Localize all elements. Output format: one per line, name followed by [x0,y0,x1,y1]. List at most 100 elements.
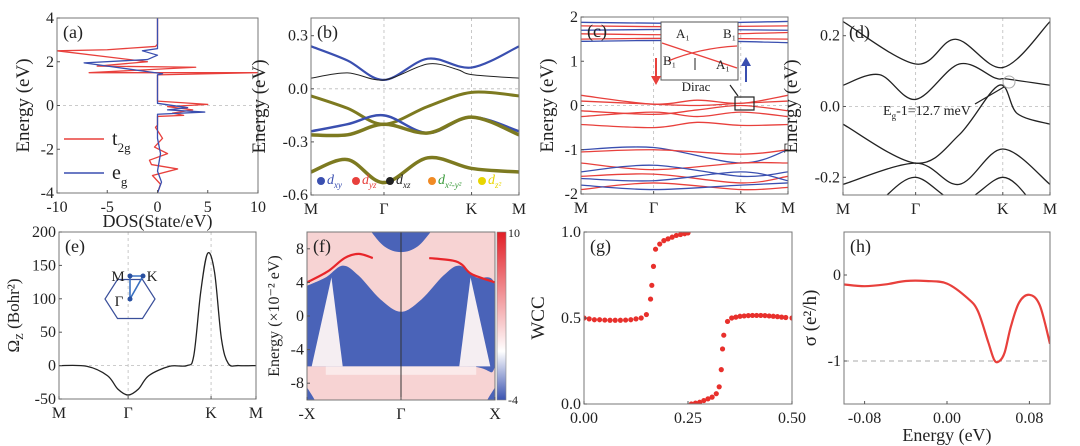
y-axis-label: WCC [528,296,549,339]
panel-label: (g) [590,236,611,257]
plot-frame [310,17,520,196]
y-tick-label: -2 [565,186,578,203]
x-tick-label: -10 [46,199,67,216]
y-tick-label: -50 [35,391,56,408]
data-point [688,401,694,404]
gap-annotation: Eg-1=12.7 meV [883,104,971,121]
legend-dot-red [352,177,360,185]
panel-d: M Γ K M 0.2 0.0 -0.2 (d) Energy (eV) Eg-1=12.7 me… [781,17,1057,218]
data-point [673,232,679,239]
legend-sub: 2g [118,140,132,155]
data-point [697,399,703,404]
brillouin-zone-hexagon [104,278,156,320]
data-point [705,396,711,402]
legend-sub: yz [368,180,377,190]
y-tick-label: -1 [828,353,841,370]
data-point [774,314,781,320]
x-tick-label: Γ [379,201,388,218]
x-tick-label: 0.00 [570,410,598,427]
data-point [649,282,655,288]
legend-name: d [327,173,335,188]
data-point [669,234,675,240]
legend-entry: dxz [396,173,411,190]
data-point [661,238,667,244]
x-tick-label: Γ [123,405,132,422]
x-tick-label: Γ [396,406,405,423]
data-point [685,232,691,236]
inset-band-2 [667,45,738,62]
data-point [718,367,724,373]
x-tick-label: Γ [911,201,920,218]
data-point [745,312,751,319]
edge-state-right [429,256,495,284]
legend-sub: xy [333,180,342,190]
y-tick-label: 0.2 [820,28,840,45]
data-point [741,313,747,319]
y-tick-label: 0.5 [561,310,581,327]
y-tick-label: -0.2 [815,169,840,186]
x-tick-label: 0.08 [1015,410,1043,427]
data-point [633,316,639,322]
panel-label: (a) [63,22,83,43]
data-point [591,317,598,323]
plot-area [307,232,495,400]
series-line [581,121,788,129]
y-tick-label: 0.0 [288,81,308,98]
plot-frame [843,231,1051,405]
white-wedge-right [459,277,491,367]
colorbar-min: -4 [508,393,518,407]
series-line [581,171,788,182]
panel-label: (e) [65,236,85,257]
data-point [665,236,671,242]
x-tick-label: M [574,200,588,217]
y-axis-label: ΩZ (Bohr²) [4,278,26,352]
series-line [581,161,788,171]
k-path [129,275,145,303]
y-tick-label: 200 [32,224,56,241]
legend-name: d [488,173,496,188]
series-line [581,146,788,164]
y-axis-label: Energy (eV) [249,59,270,153]
series-line [311,155,519,185]
y-axis-label: Energy (eV) [13,58,34,152]
spin-down-arrow-head [651,76,661,85]
legend-entry: dxy [327,173,342,190]
x-tick-label: K [735,200,747,217]
spin-up-arrow-head [741,57,751,66]
legend-sub: x²-y² [444,180,462,190]
legend-name: d [438,173,446,188]
data-point [721,332,727,338]
k-point [127,296,133,302]
y-tick-label: 0 [48,358,56,375]
data-point [638,315,644,321]
x-tick-label: 0.00 [933,410,961,427]
x-tick-label: M [512,201,526,218]
colorbar [496,231,507,401]
panel-label: (c) [587,21,607,42]
data-point [789,315,792,321]
panel-g: 0.00 0.25 0.50 1.0 0.5 0.0 (g) WCC [528,224,806,427]
x-tick-label: -5 [101,199,114,216]
data-point [623,317,629,323]
ann-main: E [883,104,892,119]
y-axis-label: σ (e²/h) [800,290,821,347]
y-axis-label: Energy (×10⁻² eV) [266,255,283,377]
plot-area [843,18,1050,195]
legend-entry: dz² [488,173,502,190]
y-tick-label: -2 [41,141,54,158]
series-line [844,279,1050,364]
y-tick-label: 4 [46,10,54,27]
data-point [733,314,739,320]
y-axis-label: Energy (eV) [781,59,802,153]
y-tick-label: 8 [296,241,304,258]
ann-sub: g [892,111,897,121]
series-line [311,45,519,82]
y-tick-label: 4 [296,274,304,291]
plot-area [57,18,258,193]
corner-right [487,387,495,400]
legend-entry: t2g [112,128,131,155]
series-line [311,115,519,138]
data-point [719,346,726,352]
x-tick-label: 5 [204,199,212,216]
zoom-box [734,96,755,111]
